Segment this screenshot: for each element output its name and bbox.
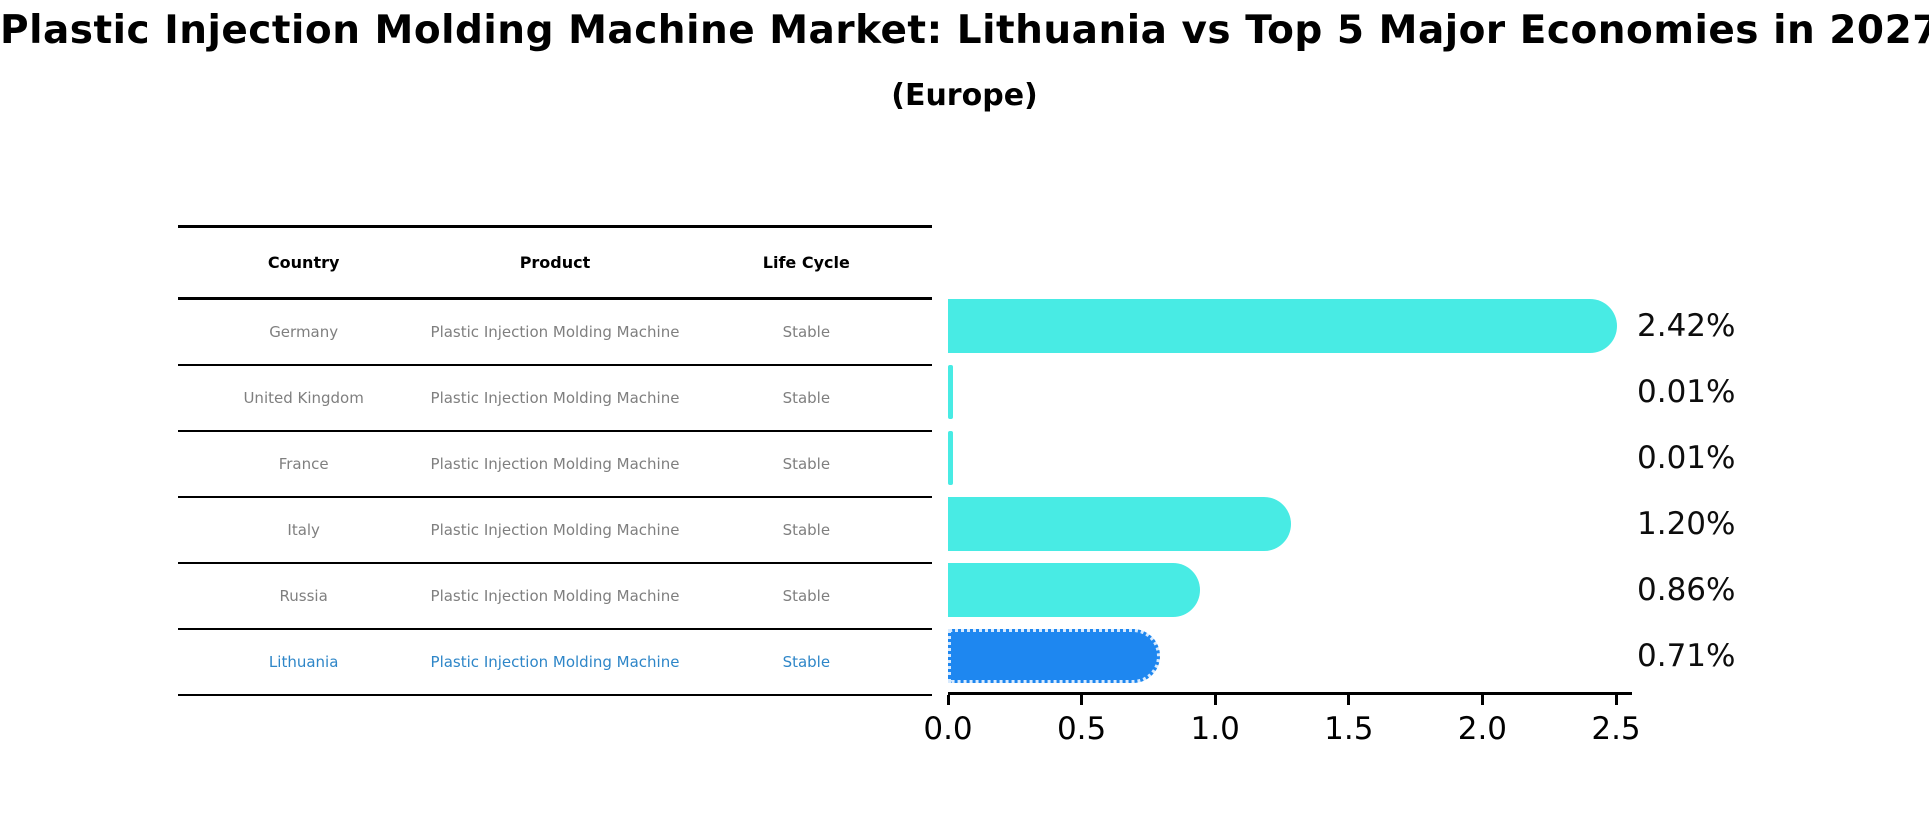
table-cell-country: Russia <box>279 587 328 605</box>
table-row: Germany Plastic Injection Molding Machine… <box>178 300 932 366</box>
table-cell-life-cycle: Stable <box>782 653 831 671</box>
x-axis-tick-label: 2.5 <box>1591 711 1641 747</box>
table-cell-product: Plastic Injection Molding Machine <box>430 521 680 539</box>
x-axis-tick <box>1614 695 1618 705</box>
bar-value-label: 0.01% <box>1637 374 1736 410</box>
table-header-row: Country Product Life Cycle <box>178 228 932 300</box>
table-cell-country: Germany <box>269 323 339 341</box>
table-cell-product: Plastic Injection Molding Machine <box>430 389 680 407</box>
table-row: France Plastic Injection Molding Machine S… <box>178 432 932 498</box>
x-axis-tick-label: 0.0 <box>923 711 973 747</box>
table-cell-product: Plastic Injection Molding Machine <box>430 587 680 605</box>
table-cell-product: Plastic Injection Molding Machine <box>430 455 680 473</box>
table-cell-life-cycle: Stable <box>782 587 831 605</box>
x-axis-tick <box>1347 695 1351 705</box>
table-cell-country: France <box>278 455 329 473</box>
bar-value-label: 2.42% <box>1637 308 1736 344</box>
table-cell-country: United Kingdom <box>243 389 364 407</box>
table-row: United Kingdom Plastic Injection Molding … <box>178 366 932 432</box>
table-cell-life-cycle: Stable <box>782 455 831 473</box>
table-cell-life-cycle: Stable <box>782 389 831 407</box>
x-axis-tick-label: 1.5 <box>1324 711 1374 747</box>
bar-lithuania <box>948 629 1160 683</box>
column-header-life-cycle: Life Cycle <box>762 253 850 272</box>
table-cell-product: Plastic Injection Molding Machine <box>430 653 680 671</box>
table-cell-country: Lithuania <box>268 653 339 671</box>
bar-value-label: 0.71% <box>1637 638 1736 674</box>
x-axis-tick-label: 1.0 <box>1190 711 1240 747</box>
bar-united-kingdom <box>948 365 953 419</box>
column-header-country: Country <box>267 253 340 272</box>
bar-value-label: 0.01% <box>1637 440 1736 476</box>
table-cell-country: Italy <box>287 521 320 539</box>
x-axis-line <box>948 692 1632 695</box>
bar-germany <box>948 299 1617 353</box>
column-header-product: Product <box>519 253 591 272</box>
bar-russia <box>948 563 1200 617</box>
bar-france <box>948 431 953 485</box>
x-axis-tick-label: 0.5 <box>1056 711 1107 747</box>
x-axis-tick <box>1213 695 1217 705</box>
country-info-table: Country Product Life Cycle Germany Plasti… <box>178 225 932 696</box>
table-row: Lithuania Plastic Injection Molding Machi… <box>178 630 932 694</box>
page-title: Plastic Injection Molding Machine Market… <box>0 8 1929 53</box>
x-axis-tick <box>1480 695 1484 705</box>
table-row: Italy Plastic Injection Molding Machine St… <box>178 498 932 564</box>
table-cell-life-cycle: Stable <box>782 521 831 539</box>
x-axis-tick <box>946 695 950 705</box>
table-cell-life-cycle: Stable <box>782 323 831 341</box>
table-row: Russia Plastic Injection Molding Machine S… <box>178 564 932 630</box>
page-subtitle: (Europe) <box>891 78 1038 113</box>
bar-value-label: 0.86% <box>1637 572 1736 608</box>
bar-italy <box>948 497 1291 551</box>
x-axis-tick-label: 2.0 <box>1457 711 1508 747</box>
x-axis-tick <box>1080 695 1084 705</box>
table-cell-product: Plastic Injection Molding Machine <box>430 323 680 341</box>
bar-value-label: 1.20% <box>1637 506 1736 542</box>
